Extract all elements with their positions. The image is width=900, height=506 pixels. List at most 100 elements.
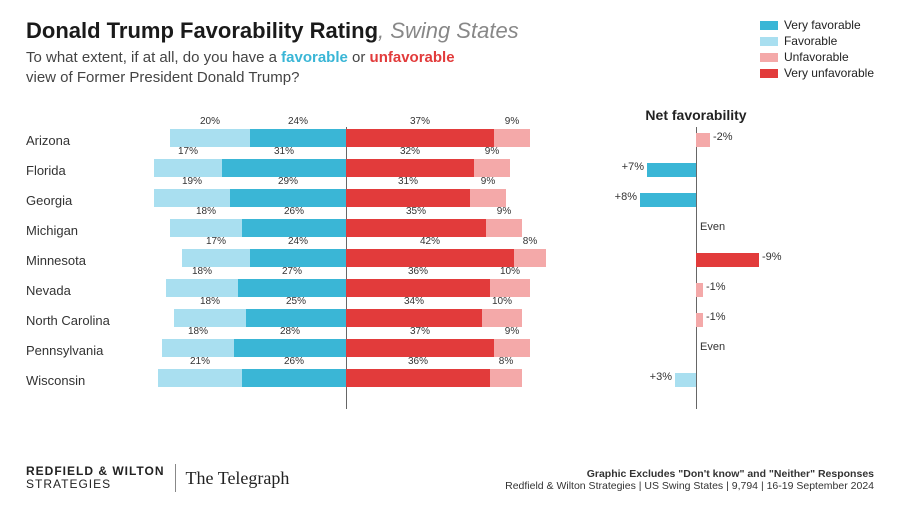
segment-very-favorable: 29% xyxy=(230,189,346,207)
net-bar xyxy=(696,253,759,267)
brand-divider xyxy=(175,464,176,492)
segment-value-label: 26% xyxy=(284,356,304,367)
segment-favorable: 18% xyxy=(166,279,238,297)
segment-very-unfavorable: 35% xyxy=(346,219,486,237)
legend-label: Very favorable xyxy=(784,18,861,32)
net-axis xyxy=(696,367,697,409)
subtitle-post: view of Former President Donald Trump? xyxy=(26,69,299,86)
segment-favorable: 17% xyxy=(154,159,222,177)
net-value-label: -1% xyxy=(706,311,726,323)
net-bar-cell: -2% xyxy=(596,129,796,159)
legend-unfavorable: Unfavorable xyxy=(760,50,874,64)
segment-unfavorable: 8% xyxy=(514,249,546,267)
spacer xyxy=(556,279,596,309)
net-bar-cell: +7% xyxy=(596,159,796,189)
net-header-text: Net favorability xyxy=(645,107,746,123)
segment-very-unfavorable: 37% xyxy=(346,339,494,357)
state-label: Nevada xyxy=(26,283,136,304)
net-bar xyxy=(696,133,710,147)
swatch-very-unfavorable xyxy=(760,69,778,78)
title-suffix: , Swing States xyxy=(378,18,519,43)
segment-very-favorable: 28% xyxy=(234,339,346,357)
chart-body: Net favorability Arizona20%24%37%9%-2%Fl… xyxy=(26,107,874,399)
net-bar-cell: -1% xyxy=(596,309,796,339)
segment-value-label: 17% xyxy=(178,146,198,157)
segment-value-label: 25% xyxy=(286,296,306,307)
state-label: Georgia xyxy=(26,193,136,214)
segment-value-label: 21% xyxy=(190,356,210,367)
state-label: Arizona xyxy=(26,133,136,154)
net-bar-cell: -1% xyxy=(596,279,796,309)
net-bar xyxy=(647,163,696,177)
title-block: Donald Trump Favorability Rating, Swing … xyxy=(26,18,519,89)
swatch-favorable xyxy=(760,37,778,46)
segment-very-favorable: 26% xyxy=(242,369,346,387)
segment-very-favorable: 31% xyxy=(222,159,346,177)
segment-value-label: 31% xyxy=(274,146,294,157)
segment-very-unfavorable: 32% xyxy=(346,159,474,177)
net-value-label: Even xyxy=(700,221,725,233)
subtitle-favorable: favorable xyxy=(281,49,348,66)
spacer xyxy=(556,369,596,399)
segment-value-label: 10% xyxy=(500,266,520,277)
net-value-label: -1% xyxy=(706,281,726,293)
net-bar xyxy=(696,313,703,327)
segment-value-label: 36% xyxy=(408,356,428,367)
legend-label: Favorable xyxy=(784,34,837,48)
segment-value-label: 9% xyxy=(505,326,519,337)
brand-redfield-wilton: REDFIELD & WILTON STRATEGIES xyxy=(26,465,165,491)
segment-very-unfavorable: 31% xyxy=(346,189,470,207)
swatch-very-favorable xyxy=(760,21,778,30)
state-label: Pennsylvania xyxy=(26,343,136,364)
brand-line1: REDFIELD & WILTON xyxy=(26,464,165,478)
spacer xyxy=(556,129,596,159)
segment-value-label: 36% xyxy=(408,266,428,277)
state-label: Minnesota xyxy=(26,253,136,274)
segment-value-label: 9% xyxy=(485,146,499,157)
segment-value-label: 18% xyxy=(188,326,208,337)
net-value-label: +3% xyxy=(650,371,672,383)
net-bar xyxy=(675,373,696,387)
legend: Very favorable Favorable Unfavorable Ver… xyxy=(760,18,874,82)
segment-value-label: 9% xyxy=(481,176,495,187)
net-bar-cell: +3% xyxy=(596,369,796,399)
stacked-bar-cell: 18%26%35%9% xyxy=(136,219,556,249)
segment-very-favorable: 24% xyxy=(250,249,346,267)
segment-value-label: 27% xyxy=(282,266,302,277)
chart-subtitle: To what extent, if at all, do you have a… xyxy=(26,48,519,89)
net-value-label: -9% xyxy=(762,251,782,263)
segment-value-label: 9% xyxy=(497,206,511,217)
brand-line2: STRATEGIES xyxy=(26,477,111,491)
segment-value-label: 31% xyxy=(398,176,418,187)
segment-value-label: 26% xyxy=(284,206,304,217)
legend-very-favorable: Very favorable xyxy=(760,18,874,32)
spacer xyxy=(556,309,596,339)
subtitle-text: To what extent, if at all, do you have a xyxy=(26,49,281,66)
brand-telegraph: The Telegraph xyxy=(186,468,290,489)
net-bar xyxy=(696,283,703,297)
title-main: Donald Trump Favorability Rating xyxy=(26,18,378,43)
spacer xyxy=(556,249,596,279)
state-label: Michigan xyxy=(26,223,136,244)
legend-label: Very unfavorable xyxy=(784,66,874,80)
segment-value-label: 32% xyxy=(400,146,420,157)
net-favorability-header: Net favorability xyxy=(596,107,796,125)
header: Donald Trump Favorability Rating, Swing … xyxy=(26,18,874,89)
chart-page: Donald Trump Favorability Rating, Swing … xyxy=(0,0,900,506)
segment-very-unfavorable: 34% xyxy=(346,309,482,327)
swatch-unfavorable xyxy=(760,53,778,62)
net-value-label: +8% xyxy=(615,191,637,203)
segment-value-label: 8% xyxy=(523,236,537,247)
segment-favorable: 18% xyxy=(174,309,246,327)
spacer xyxy=(556,339,596,369)
segment-favorable: 17% xyxy=(182,249,250,267)
net-value-label: -2% xyxy=(713,131,733,143)
segment-unfavorable: 9% xyxy=(494,129,530,147)
segment-value-label: 28% xyxy=(280,326,300,337)
segment-unfavorable: 9% xyxy=(470,189,506,207)
segment-unfavorable: 10% xyxy=(490,279,530,297)
segment-value-label: 37% xyxy=(410,326,430,337)
net-bar xyxy=(640,193,696,207)
segment-unfavorable: 10% xyxy=(482,309,522,327)
segment-value-label: 18% xyxy=(200,296,220,307)
